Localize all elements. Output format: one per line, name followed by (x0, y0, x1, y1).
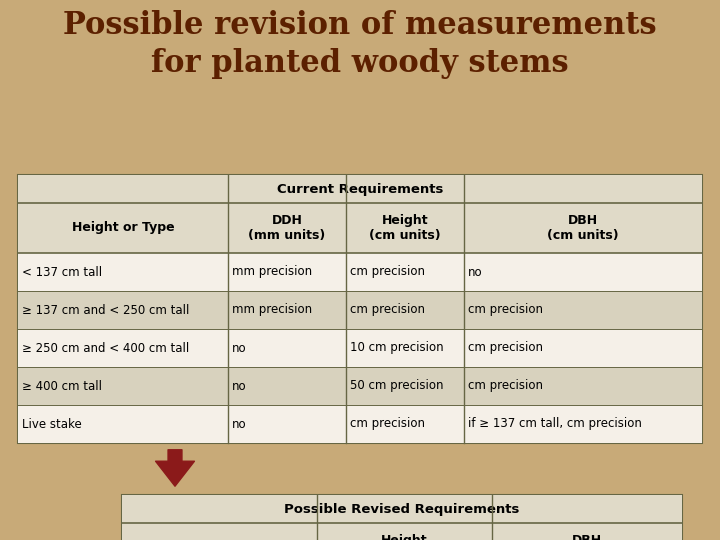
Text: DDH
(mm units): DDH (mm units) (248, 214, 325, 242)
Text: DBH
(cm units): DBH (cm units) (552, 534, 623, 540)
Bar (18, 405, 702, 443)
Bar (18, 175, 702, 443)
Bar (122, 495, 682, 523)
Text: DBH
(cm units): DBH (cm units) (547, 214, 618, 242)
Text: Height or Type: Height or Type (72, 221, 174, 234)
Text: if ≥ 137 cm tall, cm precision: if ≥ 137 cm tall, cm precision (468, 417, 642, 430)
Text: cm precision: cm precision (468, 341, 543, 354)
Text: cm precision: cm precision (350, 303, 425, 316)
Text: ≥ 250 cm and < 400 cm tall: ≥ 250 cm and < 400 cm tall (22, 341, 189, 354)
Text: cm precision: cm precision (468, 303, 543, 316)
Bar (18, 203, 702, 253)
Bar (18, 329, 702, 367)
FancyArrowPatch shape (156, 450, 194, 486)
Text: ≥ 137 cm and < 250 cm tall: ≥ 137 cm and < 250 cm tall (22, 303, 189, 316)
Text: < 137 cm tall: < 137 cm tall (22, 266, 102, 279)
Text: Live stake: Live stake (22, 417, 82, 430)
Bar (18, 367, 702, 405)
Text: Possible revision of measurements
for planted woody stems: Possible revision of measurements for pl… (63, 10, 657, 79)
Bar (122, 495, 682, 540)
Text: cm precision: cm precision (350, 266, 425, 279)
Text: Current Requirements: Current Requirements (276, 183, 444, 195)
Text: no: no (232, 417, 247, 430)
Bar (18, 291, 702, 329)
Text: ≥ 400 cm tall: ≥ 400 cm tall (22, 380, 102, 393)
Text: mm precision: mm precision (232, 266, 312, 279)
Text: no: no (232, 380, 247, 393)
Bar (18, 175, 702, 203)
Text: no: no (232, 341, 247, 354)
Text: Height
(cm units): Height (cm units) (369, 534, 441, 540)
Text: cm precision: cm precision (350, 417, 425, 430)
Text: cm precision: cm precision (468, 380, 543, 393)
Text: 10 cm precision: 10 cm precision (350, 341, 444, 354)
Text: no: no (468, 266, 482, 279)
Text: mm precision: mm precision (232, 303, 312, 316)
Text: Possible Revised Requirements: Possible Revised Requirements (284, 503, 520, 516)
Bar (122, 523, 682, 540)
Bar (18, 253, 702, 291)
Text: Height
(cm units): Height (cm units) (369, 214, 441, 242)
Text: 50 cm precision: 50 cm precision (350, 380, 444, 393)
